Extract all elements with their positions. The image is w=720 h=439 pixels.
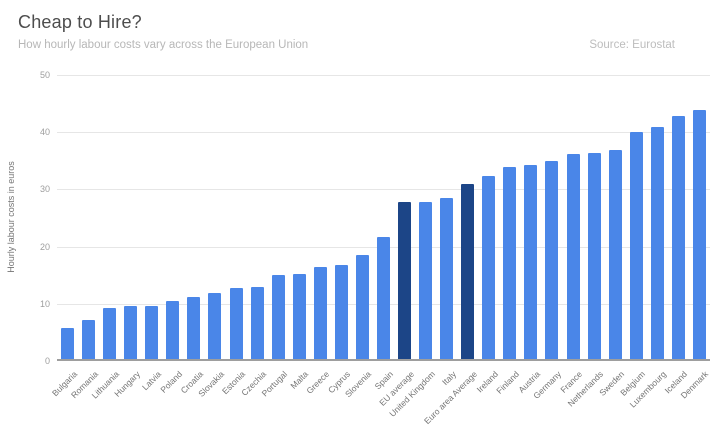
bar-slot bbox=[247, 75, 268, 359]
bar-netherlands bbox=[587, 153, 601, 359]
bar-slot bbox=[204, 75, 225, 359]
bar-slot bbox=[457, 75, 478, 359]
bar-czechia bbox=[250, 286, 264, 359]
y-tick-label: 50 bbox=[39, 70, 50, 80]
bar-lithuania bbox=[103, 307, 117, 359]
bar-slot bbox=[57, 75, 78, 359]
bar-sweden bbox=[608, 149, 622, 359]
bar-slot bbox=[162, 75, 183, 359]
bar-slot bbox=[647, 75, 668, 359]
bar-slot bbox=[478, 75, 499, 359]
gridline bbox=[57, 75, 710, 76]
source-attribution: Source: Eurostat bbox=[589, 39, 675, 51]
bar-slot bbox=[373, 75, 394, 359]
bar-slot bbox=[352, 75, 373, 359]
bar-slot bbox=[226, 75, 247, 359]
bar-slot bbox=[394, 75, 415, 359]
bar-slot bbox=[415, 75, 436, 359]
bar-estonia bbox=[229, 288, 243, 359]
y-tick-label: 10 bbox=[39, 298, 50, 309]
bar-slovenia bbox=[355, 255, 369, 359]
y-tick-label: 0 bbox=[44, 356, 50, 366]
gridline bbox=[57, 132, 710, 134]
bar-slot bbox=[563, 75, 584, 359]
bar-spain bbox=[376, 236, 390, 359]
bar-greece bbox=[313, 266, 327, 359]
plot-area: Hourly labour costs in euros 0 10 20 30 40 50… bbox=[6, 70, 711, 426]
bar-austria bbox=[524, 164, 538, 359]
bar-slot bbox=[584, 75, 605, 359]
bar-slot bbox=[78, 75, 99, 359]
bar-italy bbox=[440, 197, 454, 359]
bar-slot bbox=[183, 75, 204, 359]
y-tick-label: 30 bbox=[39, 184, 50, 195]
bar-luxembourg bbox=[650, 126, 664, 359]
bar-slot bbox=[689, 75, 710, 359]
bar-eu-average bbox=[398, 202, 412, 359]
bar-united-kingdom bbox=[419, 201, 433, 359]
x-tick-label: Poland bbox=[158, 369, 184, 395]
bar-slot bbox=[331, 75, 352, 359]
bar-bulgaria bbox=[61, 328, 75, 359]
bar-slot bbox=[520, 75, 541, 359]
bar-slot bbox=[99, 75, 120, 359]
y-tick-label: 20 bbox=[39, 241, 50, 252]
bar-slot bbox=[541, 75, 562, 359]
bar-slot bbox=[626, 75, 647, 359]
bar-france bbox=[566, 153, 580, 359]
bar-slot bbox=[268, 75, 289, 359]
bar-cyprus bbox=[334, 264, 348, 359]
bar-slot bbox=[141, 75, 162, 359]
bar-germany bbox=[545, 161, 559, 359]
bar-croatia bbox=[187, 296, 201, 359]
chart-title: Cheap to Hire? bbox=[18, 12, 142, 32]
bar-euro-area-average bbox=[461, 183, 475, 359]
bar-romania bbox=[82, 319, 96, 359]
bar-slot bbox=[310, 75, 331, 359]
chart-subtitle: How hourly labour costs vary across the … bbox=[18, 39, 309, 51]
x-tick-label: Greece bbox=[304, 369, 332, 396]
bar-poland bbox=[166, 301, 180, 359]
bar-slot bbox=[436, 75, 457, 359]
bar-slovakia bbox=[208, 292, 222, 359]
bar-slot bbox=[120, 75, 141, 359]
bar-slot bbox=[605, 75, 626, 359]
y-tick-label: 40 bbox=[39, 127, 50, 138]
y-axis-title: Hourly labour costs in euros bbox=[6, 161, 16, 273]
bar-iceland bbox=[671, 115, 685, 359]
bar-ireland bbox=[482, 175, 496, 359]
bar-belgium bbox=[629, 131, 643, 359]
bar-slot bbox=[499, 75, 520, 359]
bar-denmark bbox=[692, 110, 706, 359]
bar-series bbox=[57, 75, 710, 359]
bar-portugal bbox=[271, 274, 285, 359]
bar-slot bbox=[668, 75, 689, 359]
gridline bbox=[57, 189, 710, 191]
bar-latvia bbox=[145, 305, 159, 359]
bar-hungary bbox=[124, 306, 138, 359]
bar-malta bbox=[292, 273, 306, 359]
bar-finland bbox=[503, 166, 517, 359]
bar-slot bbox=[289, 75, 310, 359]
x-tick-label: Finland bbox=[494, 369, 521, 396]
